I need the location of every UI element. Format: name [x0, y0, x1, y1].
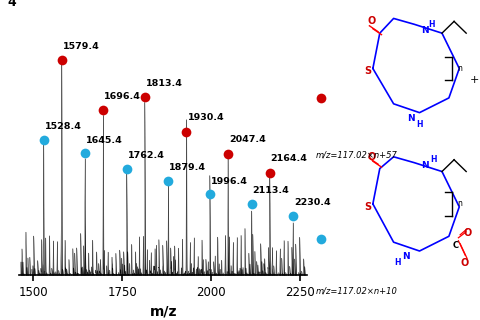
- Text: O: O: [367, 16, 375, 26]
- Text: n: n: [457, 64, 462, 73]
- Text: N: N: [421, 26, 429, 35]
- Text: O: O: [460, 258, 468, 268]
- Text: 2164.4: 2164.4: [271, 155, 308, 164]
- Text: H: H: [394, 258, 400, 267]
- Text: 4: 4: [8, 0, 16, 9]
- Text: 2047.4: 2047.4: [229, 135, 266, 144]
- Text: 1879.4: 1879.4: [169, 163, 206, 172]
- Text: m/z=117.02×n+57: m/z=117.02×n+57: [316, 151, 398, 160]
- Text: N: N: [407, 114, 415, 123]
- Text: +: +: [470, 75, 480, 85]
- Text: O: O: [464, 228, 472, 238]
- Text: S: S: [364, 67, 371, 76]
- Text: 1579.4: 1579.4: [63, 42, 99, 51]
- Text: 2113.4: 2113.4: [252, 186, 289, 196]
- Text: C: C: [453, 241, 459, 250]
- Text: 2230.4: 2230.4: [294, 198, 331, 207]
- Text: 1528.4: 1528.4: [45, 122, 82, 131]
- Text: m/z=117.02×n+10: m/z=117.02×n+10: [316, 286, 398, 295]
- Text: H: H: [430, 155, 437, 164]
- Text: O: O: [367, 152, 375, 162]
- X-axis label: m/z: m/z: [149, 304, 177, 318]
- Text: n: n: [457, 199, 462, 208]
- Text: H: H: [416, 120, 423, 129]
- Text: S: S: [364, 202, 371, 212]
- Text: 1813.4: 1813.4: [146, 78, 183, 88]
- Text: 1762.4: 1762.4: [128, 151, 165, 160]
- Text: H: H: [428, 20, 435, 29]
- Text: N: N: [421, 161, 429, 170]
- Text: 1696.4: 1696.4: [104, 92, 141, 100]
- Text: N: N: [402, 252, 409, 261]
- Text: 1645.4: 1645.4: [86, 136, 123, 145]
- Text: 1930.4: 1930.4: [188, 113, 224, 122]
- Text: 1996.4: 1996.4: [211, 177, 248, 186]
